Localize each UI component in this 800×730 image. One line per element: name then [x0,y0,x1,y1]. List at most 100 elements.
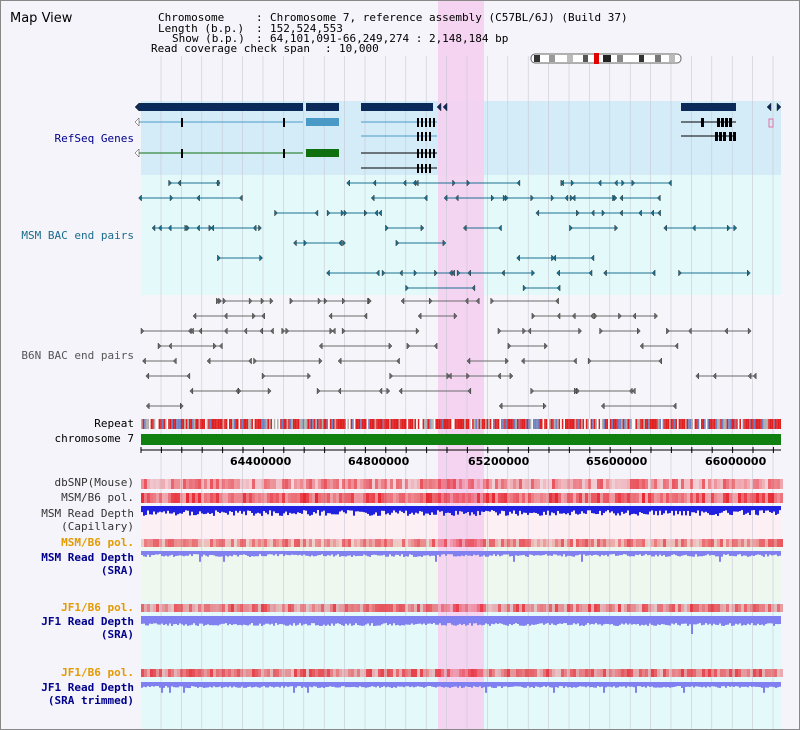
heat-cell [309,669,312,677]
depth-bar [497,551,499,555]
depth-bar [179,616,181,624]
heat-cell [705,669,708,677]
heat-cell [222,539,225,547]
heat-cell [552,493,555,503]
heat-cell [354,493,357,503]
b6n-bac-label[interactable]: B6N BAC end pairs [21,349,134,362]
heat-cell [741,604,744,612]
heat-cell [684,669,687,677]
depth-bar [737,682,739,687]
depth-bar [277,551,279,557]
repeat-bar [320,419,322,429]
dbsnp-label[interactable]: dbSNP(Mouse) [54,476,134,489]
heat-cell [261,479,264,489]
jf1-b6-pol-label[interactable]: JF1/B6 pol. [61,601,134,614]
refseq-genes-label[interactable]: RefSeq Genes [54,132,134,145]
depth-bar [295,616,297,626]
heat-cell [693,479,696,489]
depth-bar [645,506,647,515]
heat-cell [240,604,243,612]
depth-bar [569,682,571,688]
depth-bar [517,551,519,556]
depth-bar [497,616,499,624]
depth-bar [267,616,269,624]
heat-cell [621,493,624,503]
heat-cell [738,604,741,612]
depth-bar [231,682,233,688]
heat-cell [654,604,657,612]
heat-cell [177,669,180,677]
msm-b6-pol-sra-label[interactable]: MSM/B6 pol. [61,536,134,549]
repeat-bar [617,419,620,429]
depth-bar [201,506,203,514]
heat-cell [540,493,543,503]
msm-b6-pol-label[interactable]: MSM/B6 pol. [61,491,134,504]
repeat-bar [374,419,377,429]
depth-bar [251,616,253,624]
heat-cell [471,669,474,677]
depth-bar [451,506,453,516]
heat-cell [321,479,324,489]
depth-bar [397,506,399,514]
heat-cell [318,604,321,612]
heat-cell [222,479,225,489]
depth-bar [249,551,251,557]
strand-arrow [417,312,422,320]
depth-bar [541,682,543,687]
heat-cell [480,539,483,547]
depth-bar [215,551,217,557]
heat-cell [249,669,252,677]
depth-bar [301,616,303,626]
depth-bar [195,551,197,555]
depth-bar [455,506,457,511]
repeat-bar [694,419,697,429]
chromosome-track-label[interactable]: chromosome 7 [54,432,134,445]
repeat-bar [141,419,143,429]
depth-bar [261,506,263,516]
heat-cell [720,479,723,489]
heat-cell [561,539,564,547]
msm-bac-label[interactable]: MSM BAC end pairs [21,229,134,242]
depth-bar [409,551,411,555]
heat-cell [144,539,147,547]
heat-cell [573,669,576,677]
depth-bar [523,682,525,688]
depth-bar [361,616,363,626]
depth-bar [177,551,179,556]
depth-bar [277,506,279,514]
depth-bar [599,682,601,688]
depth-bar [183,616,185,626]
depth-bar [753,682,755,687]
heat-cell [477,479,480,489]
repeat-label[interactable]: Repeat [94,417,134,430]
msm-read-depth-capillary-label[interactable]: MSM Read Depth [41,507,134,520]
jf1-b6-pol-trimmed-label[interactable]: JF1/B6 pol. [61,666,134,679]
heat-cell [687,479,690,489]
depth-bar [489,506,491,512]
heat-cell [732,604,735,612]
heat-cell [549,493,552,503]
heat-cell [147,604,150,612]
depth-bar [603,506,605,513]
depth-bar [553,551,555,555]
depth-bar [445,551,447,556]
heat-cell [633,479,636,489]
depth-bar [331,551,333,555]
depth-bar [631,616,633,625]
heat-cell [780,493,783,503]
heat-cell [174,604,177,612]
depth-bar [317,551,319,556]
heat-cell [582,669,585,677]
jf1-read-depth-sra-label[interactable]: JF1 Read Depth [41,615,134,628]
depth-bar [683,506,685,512]
depth-bar [425,682,427,687]
repeat-bar [779,419,781,429]
jf1-read-depth-trimmed-label[interactable]: JF1 Read Depth [41,681,134,694]
depth-bar [381,616,383,625]
ideogram-band [669,55,675,62]
depth-bar [561,506,563,514]
heat-cell [651,493,654,503]
heat-cell [231,669,234,677]
msm-read-depth-sra-label[interactable]: MSM Read Depth [41,551,134,564]
